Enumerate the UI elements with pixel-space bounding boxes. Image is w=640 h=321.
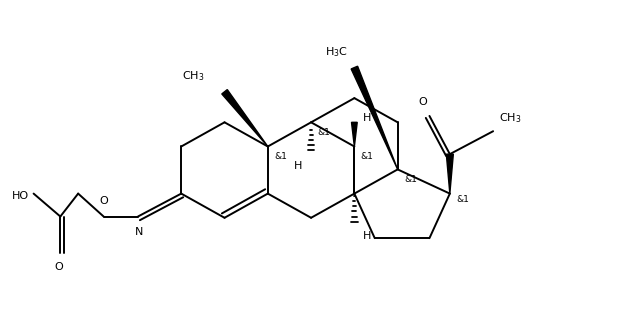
Text: CH$_3$: CH$_3$: [182, 70, 204, 83]
Text: H: H: [364, 114, 372, 124]
Text: &1: &1: [274, 152, 287, 161]
Text: H$_3$C: H$_3$C: [325, 45, 348, 59]
Text: O: O: [99, 196, 108, 206]
Text: &1: &1: [456, 195, 469, 204]
Text: &1: &1: [404, 175, 417, 184]
Polygon shape: [446, 154, 453, 194]
Text: &1: &1: [317, 128, 330, 137]
Text: O: O: [54, 262, 63, 272]
Polygon shape: [351, 66, 397, 169]
Text: N: N: [135, 227, 143, 237]
Text: H: H: [294, 160, 302, 170]
Text: &1: &1: [361, 152, 374, 161]
Text: H: H: [364, 230, 372, 240]
Text: CH$_3$: CH$_3$: [499, 111, 522, 125]
Text: O: O: [419, 97, 428, 107]
Polygon shape: [222, 90, 268, 146]
Text: HO: HO: [12, 191, 29, 201]
Polygon shape: [351, 122, 357, 146]
